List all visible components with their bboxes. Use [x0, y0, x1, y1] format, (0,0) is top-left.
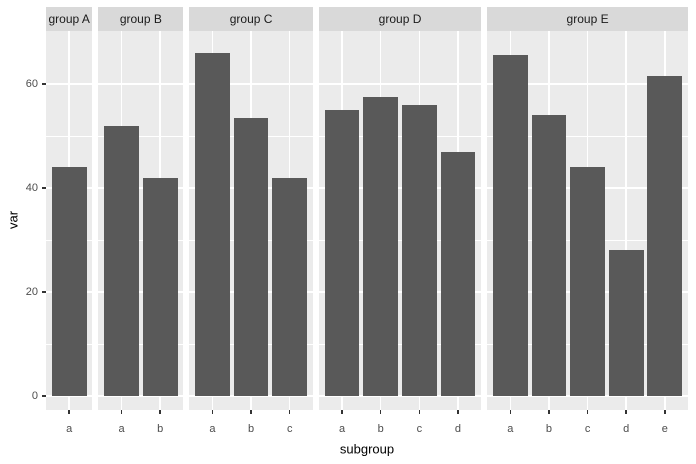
major-gridline-horizontal: [98, 187, 184, 189]
facet-panel: [46, 31, 93, 410]
x-tick-label: a: [507, 423, 514, 435]
x-tick-label: a: [209, 423, 216, 435]
x-tick-mark: [159, 410, 161, 414]
x-tick-label: c: [286, 423, 293, 435]
minor-gridline-horizontal: [318, 239, 482, 241]
facet-strip: group C: [189, 7, 313, 31]
major-gridline-horizontal: [318, 291, 482, 293]
bar-a: [492, 55, 528, 396]
x-tick-label: b: [248, 423, 255, 435]
facet-strip: group B: [98, 7, 184, 31]
facet-strip-label: group E: [566, 12, 609, 26]
y-axis-title: var: [5, 210, 21, 230]
x-tick-label: d: [454, 423, 462, 435]
facet-panel: [189, 31, 313, 410]
facet-strip-label: group A: [48, 12, 90, 26]
x-tick-mark: [120, 410, 123, 414]
major-gridline-horizontal: [98, 395, 184, 397]
x-tick-mark: [586, 410, 589, 414]
y-tick-label: 40: [25, 182, 38, 194]
x-tick-mark: [418, 410, 421, 414]
x-tick-label: a: [339, 423, 346, 435]
x-tick-mark: [509, 410, 512, 414]
facet-strip: group A: [46, 7, 93, 31]
x-tick-label: c: [416, 423, 423, 435]
facet-strip-label: group D: [378, 12, 422, 26]
minor-gridline-horizontal: [98, 135, 184, 137]
x-tick-mark: [457, 410, 459, 414]
x-tick-label: a: [66, 423, 73, 435]
facet-group-d: group D a b c d: [318, 7, 482, 464]
major-gridline-horizontal: [318, 187, 482, 189]
facet-strip-label: group B: [119, 12, 162, 26]
bar-a: [104, 125, 139, 396]
facet-strip-label: group C: [229, 12, 273, 26]
x-tick-label: c: [584, 423, 591, 435]
x-tick-label: b: [545, 423, 552, 435]
minor-gridline-horizontal: [318, 135, 482, 137]
minor-gridline-horizontal: [98, 239, 184, 241]
bar-a: [324, 110, 360, 396]
x-tick-label: a: [118, 423, 125, 435]
bar-b: [363, 97, 399, 396]
x-tick-mark: [211, 410, 214, 414]
x-tick-label: b: [157, 423, 164, 435]
x-tick-mark: [379, 410, 382, 414]
bar-c: [570, 167, 605, 396]
x-tick-label: e: [661, 423, 668, 435]
bar-c: [272, 177, 308, 396]
major-gridline-vertical: [625, 31, 627, 410]
x-tick-label: d: [623, 423, 630, 435]
major-gridline-horizontal: [98, 291, 184, 293]
x-tick-mark: [341, 410, 343, 414]
bar-b: [142, 177, 178, 396]
facet-group-c: group C a b c: [189, 7, 313, 464]
facet-group-a: group A a: [46, 7, 93, 464]
facet-group-b: group B a b: [98, 7, 184, 464]
x-tick-mark: [664, 410, 666, 414]
bar-e: [647, 76, 683, 396]
facet-panel: [98, 31, 184, 410]
bar-b: [531, 115, 567, 396]
bar-a: [51, 167, 87, 396]
major-gridline-horizontal: [318, 395, 482, 397]
y-tick-mark: [41, 83, 46, 85]
facet-strip: group E: [487, 7, 688, 31]
y-tick-mark: [41, 291, 46, 293]
facet-panel: [318, 31, 482, 410]
facet-strip: group D: [318, 7, 482, 31]
y-tick-label: 60: [25, 78, 38, 90]
x-tick-label: b: [377, 423, 384, 435]
bar-b: [233, 117, 269, 396]
minor-gridline-horizontal: [318, 343, 482, 345]
facet-panel: [487, 31, 688, 410]
y-tick-label: 0: [31, 390, 38, 402]
x-tick-mark: [68, 410, 70, 414]
x-axis-title: subgroup: [339, 441, 395, 457]
y-tick-label: 20: [25, 286, 38, 298]
major-gridline-horizontal: [318, 83, 482, 85]
x-tick-mark: [625, 410, 627, 414]
bar-d: [608, 250, 644, 396]
facet-group-e: group E a b c d e: [487, 7, 688, 464]
bar-c: [401, 104, 437, 396]
x-tick-mark: [288, 410, 291, 414]
minor-gridline-horizontal: [98, 343, 184, 345]
bar-a: [195, 52, 230, 396]
y-tick-mark: [41, 187, 46, 189]
bar-d: [440, 151, 476, 396]
major-gridline-horizontal: [98, 83, 184, 85]
y-tick-mark: [41, 395, 46, 397]
x-tick-mark: [250, 410, 252, 414]
x-tick-mark: [548, 410, 550, 414]
